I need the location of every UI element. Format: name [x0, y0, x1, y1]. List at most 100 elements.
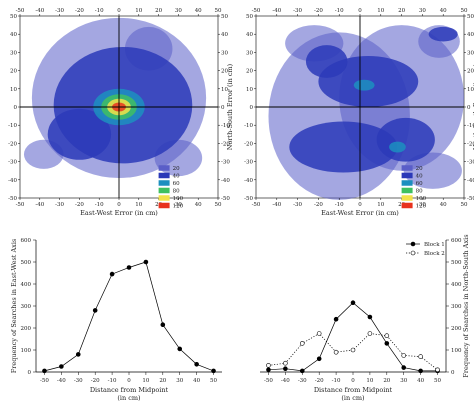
y-axis-label: Frequency of Searches in North-South Axi…: [462, 234, 470, 377]
legend-marker: [410, 241, 416, 247]
y-tick-label: 0: [28, 370, 32, 376]
contour-4: [403, 152, 462, 189]
x-tick-label: -30: [298, 378, 307, 384]
series-line-1: [268, 302, 438, 372]
x-tick-label-top: -20: [314, 8, 323, 14]
line-panel-1: 0 100 200 300 400 500 600 -50 -40 -30 -20 -10 0 10 20 3…: [10, 238, 222, 402]
data-point: [367, 314, 373, 320]
x-tick-label-top: -10: [335, 8, 344, 14]
data-point: [126, 265, 132, 270]
series-line-2: [268, 333, 438, 371]
x-tick-label-top: 0: [358, 8, 362, 14]
data-point: [143, 259, 149, 265]
x-axis-label: Distance from Midpoint: [314, 386, 393, 394]
heatmap-panel-2: -50-50-50-50-40-40-40-40-30-30-30-30-20-…: [244, 8, 474, 217]
y-axis-label: North-South Error (in cm): [226, 63, 234, 150]
x-tick-label: -50: [264, 378, 273, 384]
x-tick-label-bottom: -30: [293, 202, 302, 208]
data-point: [316, 331, 322, 336]
x-tick-label-bottom: 0: [358, 202, 362, 208]
legend-label: 20: [416, 166, 423, 172]
y-tick-label-right: 30: [467, 50, 474, 56]
data-point: [401, 365, 407, 370]
data-point: [333, 316, 339, 322]
y-tick-label-left: 0: [250, 105, 254, 111]
y-tick-label-left: -50: [244, 196, 253, 202]
x-tick-label: 0: [127, 378, 131, 384]
x-tick-label: 10: [366, 378, 373, 384]
x-tick-label-top: 10: [377, 8, 384, 14]
y-tick-label-right: 50: [467, 14, 474, 20]
legend-swatch: [158, 180, 170, 186]
x-axis-label: (in cm): [341, 394, 365, 402]
x-tick-label: 40: [193, 378, 200, 384]
legend-swatch: [401, 172, 413, 179]
y-tick-label-right: 20: [221, 69, 228, 75]
contour-10: [353, 79, 375, 91]
x-tick-label-top: -50: [16, 8, 25, 14]
y-tick-label: 100: [451, 348, 462, 354]
data-point: [435, 367, 440, 373]
y-tick-label-left: 0: [14, 105, 18, 111]
legend-swatch: [158, 195, 170, 201]
x-tick-label-top: 50: [215, 8, 222, 14]
y-tick-label-right: -20: [221, 141, 230, 147]
y-tick-label-right: -40: [221, 178, 230, 184]
legend-label: Block 1: [424, 242, 445, 248]
legend-swatch: [401, 180, 413, 186]
x-tick-label: -30: [74, 378, 83, 384]
y-tick-label-right: 0: [221, 105, 225, 111]
contour-6: [305, 45, 348, 78]
x-tick-label: -10: [108, 378, 117, 384]
y-tick-label-left: -30: [244, 160, 253, 166]
data-point: [299, 341, 305, 346]
y-tick-label-right: -50: [467, 196, 474, 202]
x-tick-label-bottom: -10: [335, 202, 344, 208]
data-point: [418, 354, 423, 359]
y-tick-label: 200: [451, 326, 462, 332]
y-tick-label-left: -40: [8, 178, 17, 184]
x-axis-label: East-West Error (in cm): [80, 209, 158, 217]
x-tick-label-bottom: 40: [440, 202, 447, 208]
x-tick-label: 30: [400, 378, 407, 384]
legend-label: 100: [173, 196, 184, 202]
x-tick-label: -20: [91, 378, 100, 384]
x-tick-label-bottom: 30: [419, 202, 426, 208]
y-axis-label: North-South Error (in cm): [472, 63, 474, 150]
x-tick-label: -20: [315, 378, 324, 384]
x-tick-label-top: 30: [175, 8, 182, 14]
y-tick-label-right: 40: [221, 32, 228, 38]
y-tick-label-left: 50: [10, 14, 17, 20]
x-tick-label: 20: [383, 378, 390, 384]
y-tick-label-left: 40: [246, 32, 253, 38]
x-tick-label: 40: [417, 378, 424, 384]
x-tick-label-bottom: 50: [215, 202, 222, 208]
x-tick-label-top: 30: [419, 8, 426, 14]
y-tick-label-right: -10: [221, 123, 230, 129]
y-tick-label-right: -10: [467, 123, 474, 129]
x-tick-label-top: 0: [117, 8, 121, 14]
y-tick-label-left: -10: [8, 123, 17, 129]
y-tick-label-left: -20: [244, 141, 253, 147]
y-axis-label: Frequency of Searches in East-West Axis: [10, 239, 18, 374]
data-point: [299, 368, 305, 374]
y-tick-label-right: 0: [467, 105, 471, 111]
heatmap-panel-1: -50-50-50 -50-40-40-40 -40-30-30-30 -30-20-…: [8, 8, 234, 217]
data-point: [350, 347, 356, 353]
legend-label: 40: [416, 174, 423, 180]
x-tick-label-bottom: 10: [135, 202, 142, 208]
legend-label: 80: [416, 189, 423, 195]
data-point: [211, 368, 216, 374]
x-tick-label-bottom: -30: [55, 202, 64, 208]
y-tick-label-right: 10: [467, 87, 474, 93]
x-tick-label-bottom: -40: [272, 202, 281, 208]
legend-label: 20: [173, 166, 180, 172]
x-tick-label: 50: [434, 378, 441, 384]
y-tick-label: 400: [21, 282, 32, 288]
x-tick-label-bottom: -50: [252, 202, 261, 208]
y-tick-label-left: 30: [246, 50, 253, 56]
data-point: [384, 333, 390, 339]
data-point: [266, 367, 271, 373]
y-tick-label-left: 30: [10, 50, 17, 56]
